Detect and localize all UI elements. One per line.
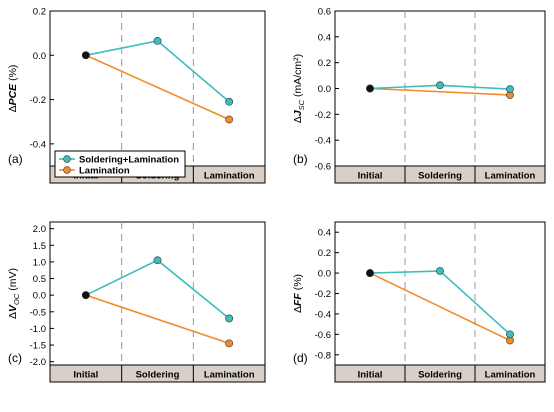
y-tick-label: 0.0 [318, 269, 331, 280]
legend-label-soldering-lamination: Soldering+Lamination [79, 155, 179, 166]
x-tick-label: Lamination [204, 171, 255, 182]
series-line-soldering-lamination [85, 40, 230, 103]
x-tick-label: Soldering [136, 370, 180, 381]
y-tick-label: 1.5 [33, 241, 46, 252]
data-point-soldering-lamination [436, 267, 444, 275]
y-tick-label: 0.0 [318, 84, 331, 95]
data-point-soldering-lamination [81, 291, 90, 300]
series-line-lamination [85, 54, 230, 121]
x-tick-label: Lamination [204, 370, 255, 381]
y-tick-label: -0.8 [315, 350, 331, 361]
plot-frame [334, 221, 546, 383]
series-line-soldering-lamination [369, 270, 511, 335]
x-tick-label: Lamination [485, 370, 536, 381]
y-tick-label: -0.5 [30, 307, 46, 318]
data-point-soldering-lamination [153, 256, 162, 265]
data-point-soldering-lamination [225, 314, 234, 323]
x-tick-label: Initial [358, 370, 383, 381]
x-tick-label: Initial [358, 171, 383, 182]
chart-panel-2: Initial Soldering Lamination -0.6 -0.4 -0.2 0.… [292, 7, 546, 184]
y-tick-label: 0.2 [33, 7, 46, 18]
x-tick-label: Initial [73, 370, 98, 381]
chart-panel-1: InitialSolderingLamination-0.4-0.20.00.2… [7, 7, 266, 184]
y-tick-label: -0.4 [30, 139, 46, 150]
y-tick-label: 0.2 [318, 58, 331, 69]
data-point-soldering-lamination [366, 269, 374, 277]
x-tick-label: Soldering [418, 171, 462, 182]
y-tick-label: 0.4 [318, 32, 331, 43]
data-point-soldering-lamination [366, 84, 374, 93]
panel-label: (d) [293, 351, 308, 365]
y-tick-label: -0.6 [315, 162, 331, 173]
series-line-lamination [85, 294, 230, 345]
x-tick-label: Lamination [485, 171, 536, 182]
y-tick-label: 1.0 [33, 257, 46, 268]
y-tick-label: -0.2 [315, 110, 331, 121]
data-point-lamination [225, 115, 234, 124]
plot-frame [49, 221, 266, 383]
y-tick-label: -0.4 [315, 136, 331, 147]
legend-marker-soldering-lamination [63, 155, 71, 163]
chart-panel-4: Initial Soldering Lamination -0.8 -0.6 -0.4 -0… [292, 221, 546, 383]
y-tick-label: -1.5 [30, 341, 46, 352]
y-tick-label: -1.0 [30, 324, 46, 335]
category-bar [334, 165, 546, 184]
y-tick-label: -0.2 [315, 289, 331, 300]
y-tick-label: -0.2 [30, 95, 46, 106]
data-point-soldering-lamination [506, 330, 514, 339]
chart-panel-3: Initial Soldering Lamination -2.0 -1.5 -1.0 -0… [7, 221, 266, 383]
y-axis-label: ΔJSC (mA/cm²) [292, 54, 306, 123]
y-tick-label: 0.0 [33, 51, 46, 62]
y-axis-label: ΔFF (%) [292, 274, 304, 313]
legend-label-lamination: Lamination [79, 166, 130, 177]
y-tick-label: -0.6 [315, 330, 331, 341]
legend-marker-lamination [63, 166, 71, 174]
y-tick-label: 0.6 [318, 7, 331, 18]
y-tick-label: -0.4 [315, 309, 331, 320]
data-point-soldering-lamination [506, 85, 514, 94]
data-point-soldering-lamination [81, 51, 90, 60]
plot-frame [334, 10, 546, 184]
y-tick-label: 0.2 [318, 248, 331, 259]
y-tick-label: 2.0 [33, 224, 46, 235]
data-point-soldering-lamination [153, 36, 162, 45]
panel-label: (a) [8, 152, 23, 166]
data-point-soldering-lamination [436, 81, 444, 90]
panel-label: (b) [293, 152, 308, 166]
data-point-soldering-lamination [225, 97, 234, 106]
series-line-lamination [369, 87, 511, 96]
y-tick-label: 0.5 [33, 274, 46, 285]
x-tick-label: Soldering [418, 370, 462, 381]
series-line-lamination [369, 272, 511, 342]
data-point-lamination [225, 339, 234, 348]
category-bar [49, 364, 266, 383]
y-tick-label: -2.0 [30, 357, 46, 368]
y-axis-label: ΔPCE (%) [7, 65, 19, 113]
y-tick-label: 0.4 [318, 228, 331, 239]
legend-box [54, 150, 186, 178]
series-line-soldering-lamination [85, 259, 230, 320]
y-axis-label: ΔVOC (mV) [7, 268, 21, 319]
y-tick-label: 0.0 [33, 291, 46, 302]
panel-label: (c) [8, 351, 22, 365]
category-bar [334, 364, 546, 383]
